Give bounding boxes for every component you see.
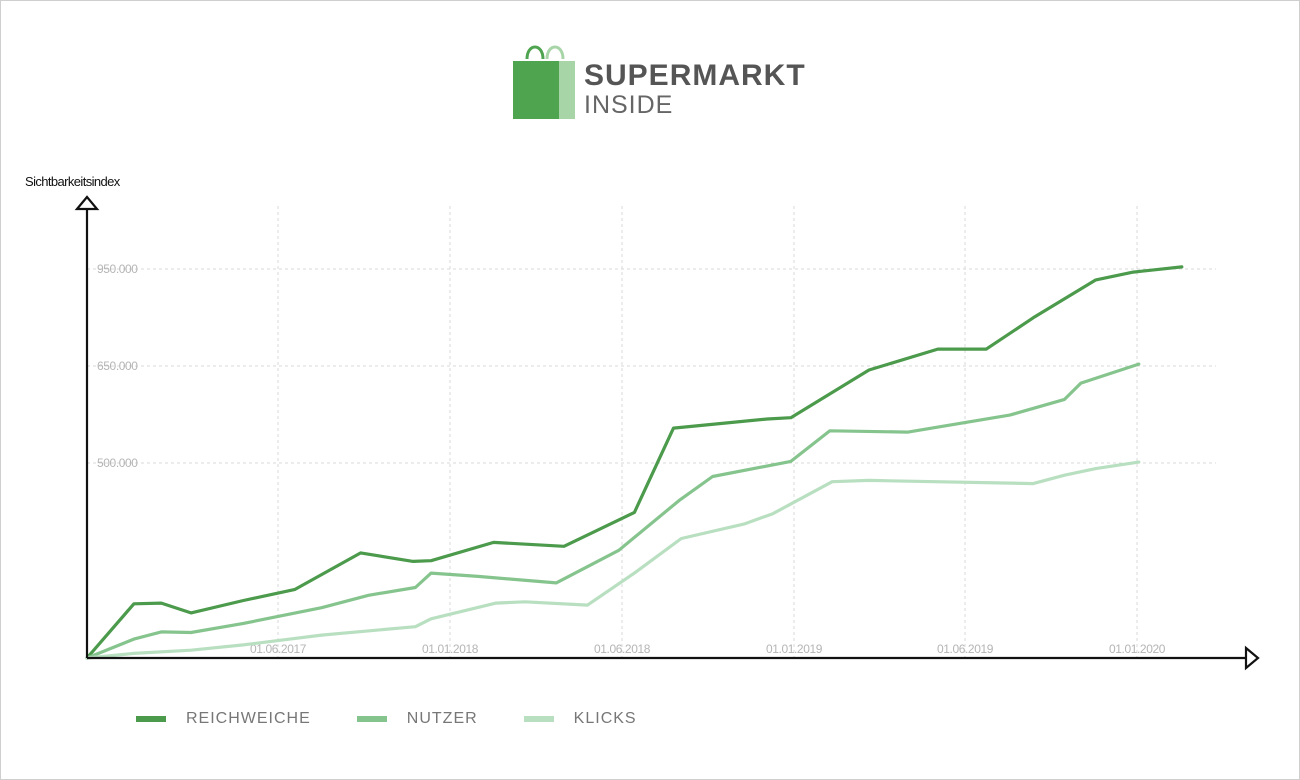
series-line-reichweiche bbox=[85, 265, 1184, 660]
shopping-bag-icon bbox=[513, 45, 575, 119]
legend-item: KLICKS bbox=[523, 710, 637, 728]
series-line-nutzer bbox=[85, 362, 1141, 660]
x-axis-arrow-icon bbox=[1244, 645, 1260, 671]
x-tick-label: 01.01.2019 bbox=[766, 642, 823, 656]
y-axis-label: Sichtbarkeitsindex bbox=[25, 174, 120, 189]
supermarkt-inside-logo: SUPERMARKT INSIDE bbox=[513, 41, 806, 123]
logo-title: SUPERMARKT bbox=[584, 59, 806, 92]
legend-label: REICHWEICHE bbox=[186, 710, 311, 727]
legend-item: NUTZER bbox=[356, 710, 478, 728]
x-tick-label: 01.06.2017 bbox=[250, 642, 307, 656]
y-tick-label: 650.000 bbox=[97, 359, 138, 373]
legend-swatch bbox=[136, 716, 166, 722]
legend-swatch bbox=[523, 716, 554, 722]
legend-label: NUTZER bbox=[406, 710, 478, 727]
y-tick-label: 950.000 bbox=[97, 262, 138, 276]
x-tick-label: 01.01.2018 bbox=[422, 642, 479, 656]
y-tick-label: 500.000 bbox=[97, 456, 138, 470]
legend-swatch bbox=[356, 716, 387, 722]
series-line-klicks bbox=[85, 460, 1141, 660]
x-tick-label: 01.06.2019 bbox=[937, 642, 994, 656]
x-tick-label: 01.01.2020 bbox=[1109, 642, 1166, 656]
legend-label: KLICKS bbox=[573, 710, 637, 727]
x-tick-label: 01.06.2018 bbox=[594, 642, 651, 656]
y-axis-arrow-icon bbox=[74, 195, 100, 211]
logo-subtitle: INSIDE bbox=[584, 91, 674, 119]
chart-legend: REICHWEICHE NUTZER KLICKS bbox=[136, 707, 683, 731]
legend-item: REICHWEICHE bbox=[136, 710, 311, 728]
